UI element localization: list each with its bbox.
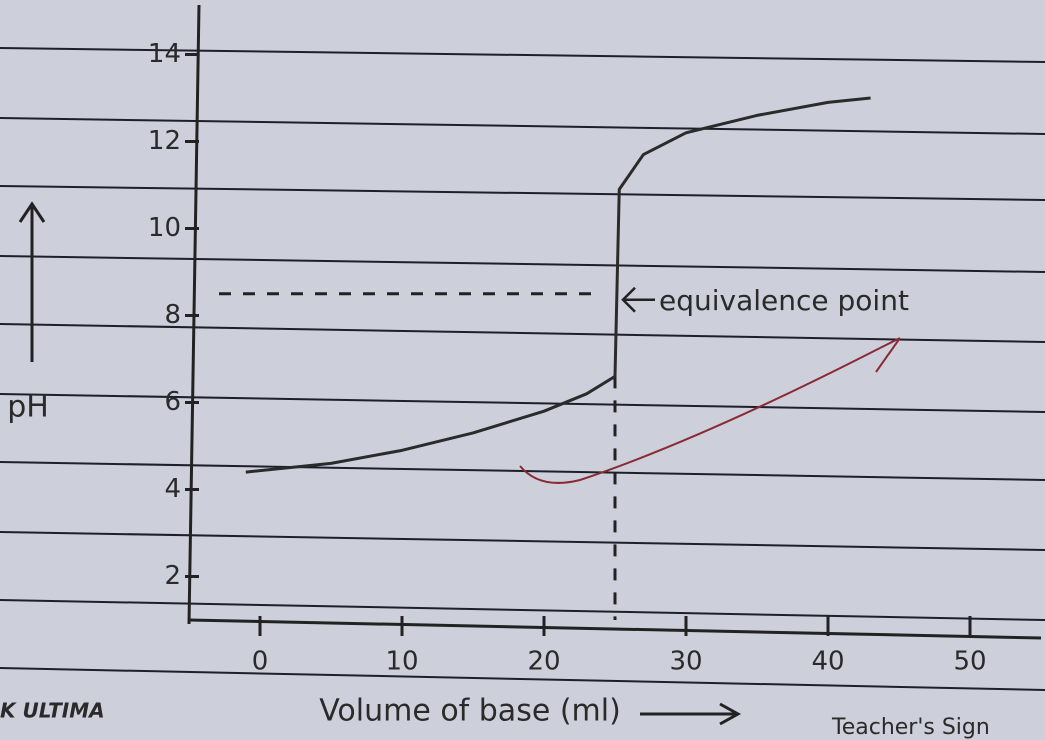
- x-tick-label: 0: [252, 647, 269, 677]
- x-tick-label: 10: [385, 647, 418, 677]
- chart: pH Volume of base (ml) K ULTIMA Teacher'…: [0, 0, 1045, 740]
- annotation: equivalence point: [659, 284, 909, 317]
- y-tick-label: 10: [148, 213, 181, 243]
- page: pH Volume of base (ml) K ULTIMA Teacher'…: [0, 0, 1045, 740]
- footer-right: Teacher's Sign: [831, 715, 990, 740]
- footer-left: K ULTIMA: [0, 699, 105, 723]
- paper: [0, 0, 1045, 740]
- y-tick-label: 4: [164, 474, 181, 504]
- y-tick-label: 14: [148, 39, 181, 69]
- x-tick-label: 50: [953, 647, 986, 677]
- x-tick-label: 30: [669, 647, 702, 677]
- y-tick-label: 12: [148, 126, 181, 156]
- y-tick-label: 2: [164, 561, 181, 591]
- x-axis-label: Volume of base (ml): [319, 694, 621, 729]
- y-axis-label: pH: [7, 390, 49, 425]
- y-tick-label: 8: [164, 300, 181, 330]
- x-tick-label: 40: [811, 647, 844, 677]
- y-tick-label: 6: [164, 387, 181, 417]
- x-tick-label: 20: [527, 647, 560, 677]
